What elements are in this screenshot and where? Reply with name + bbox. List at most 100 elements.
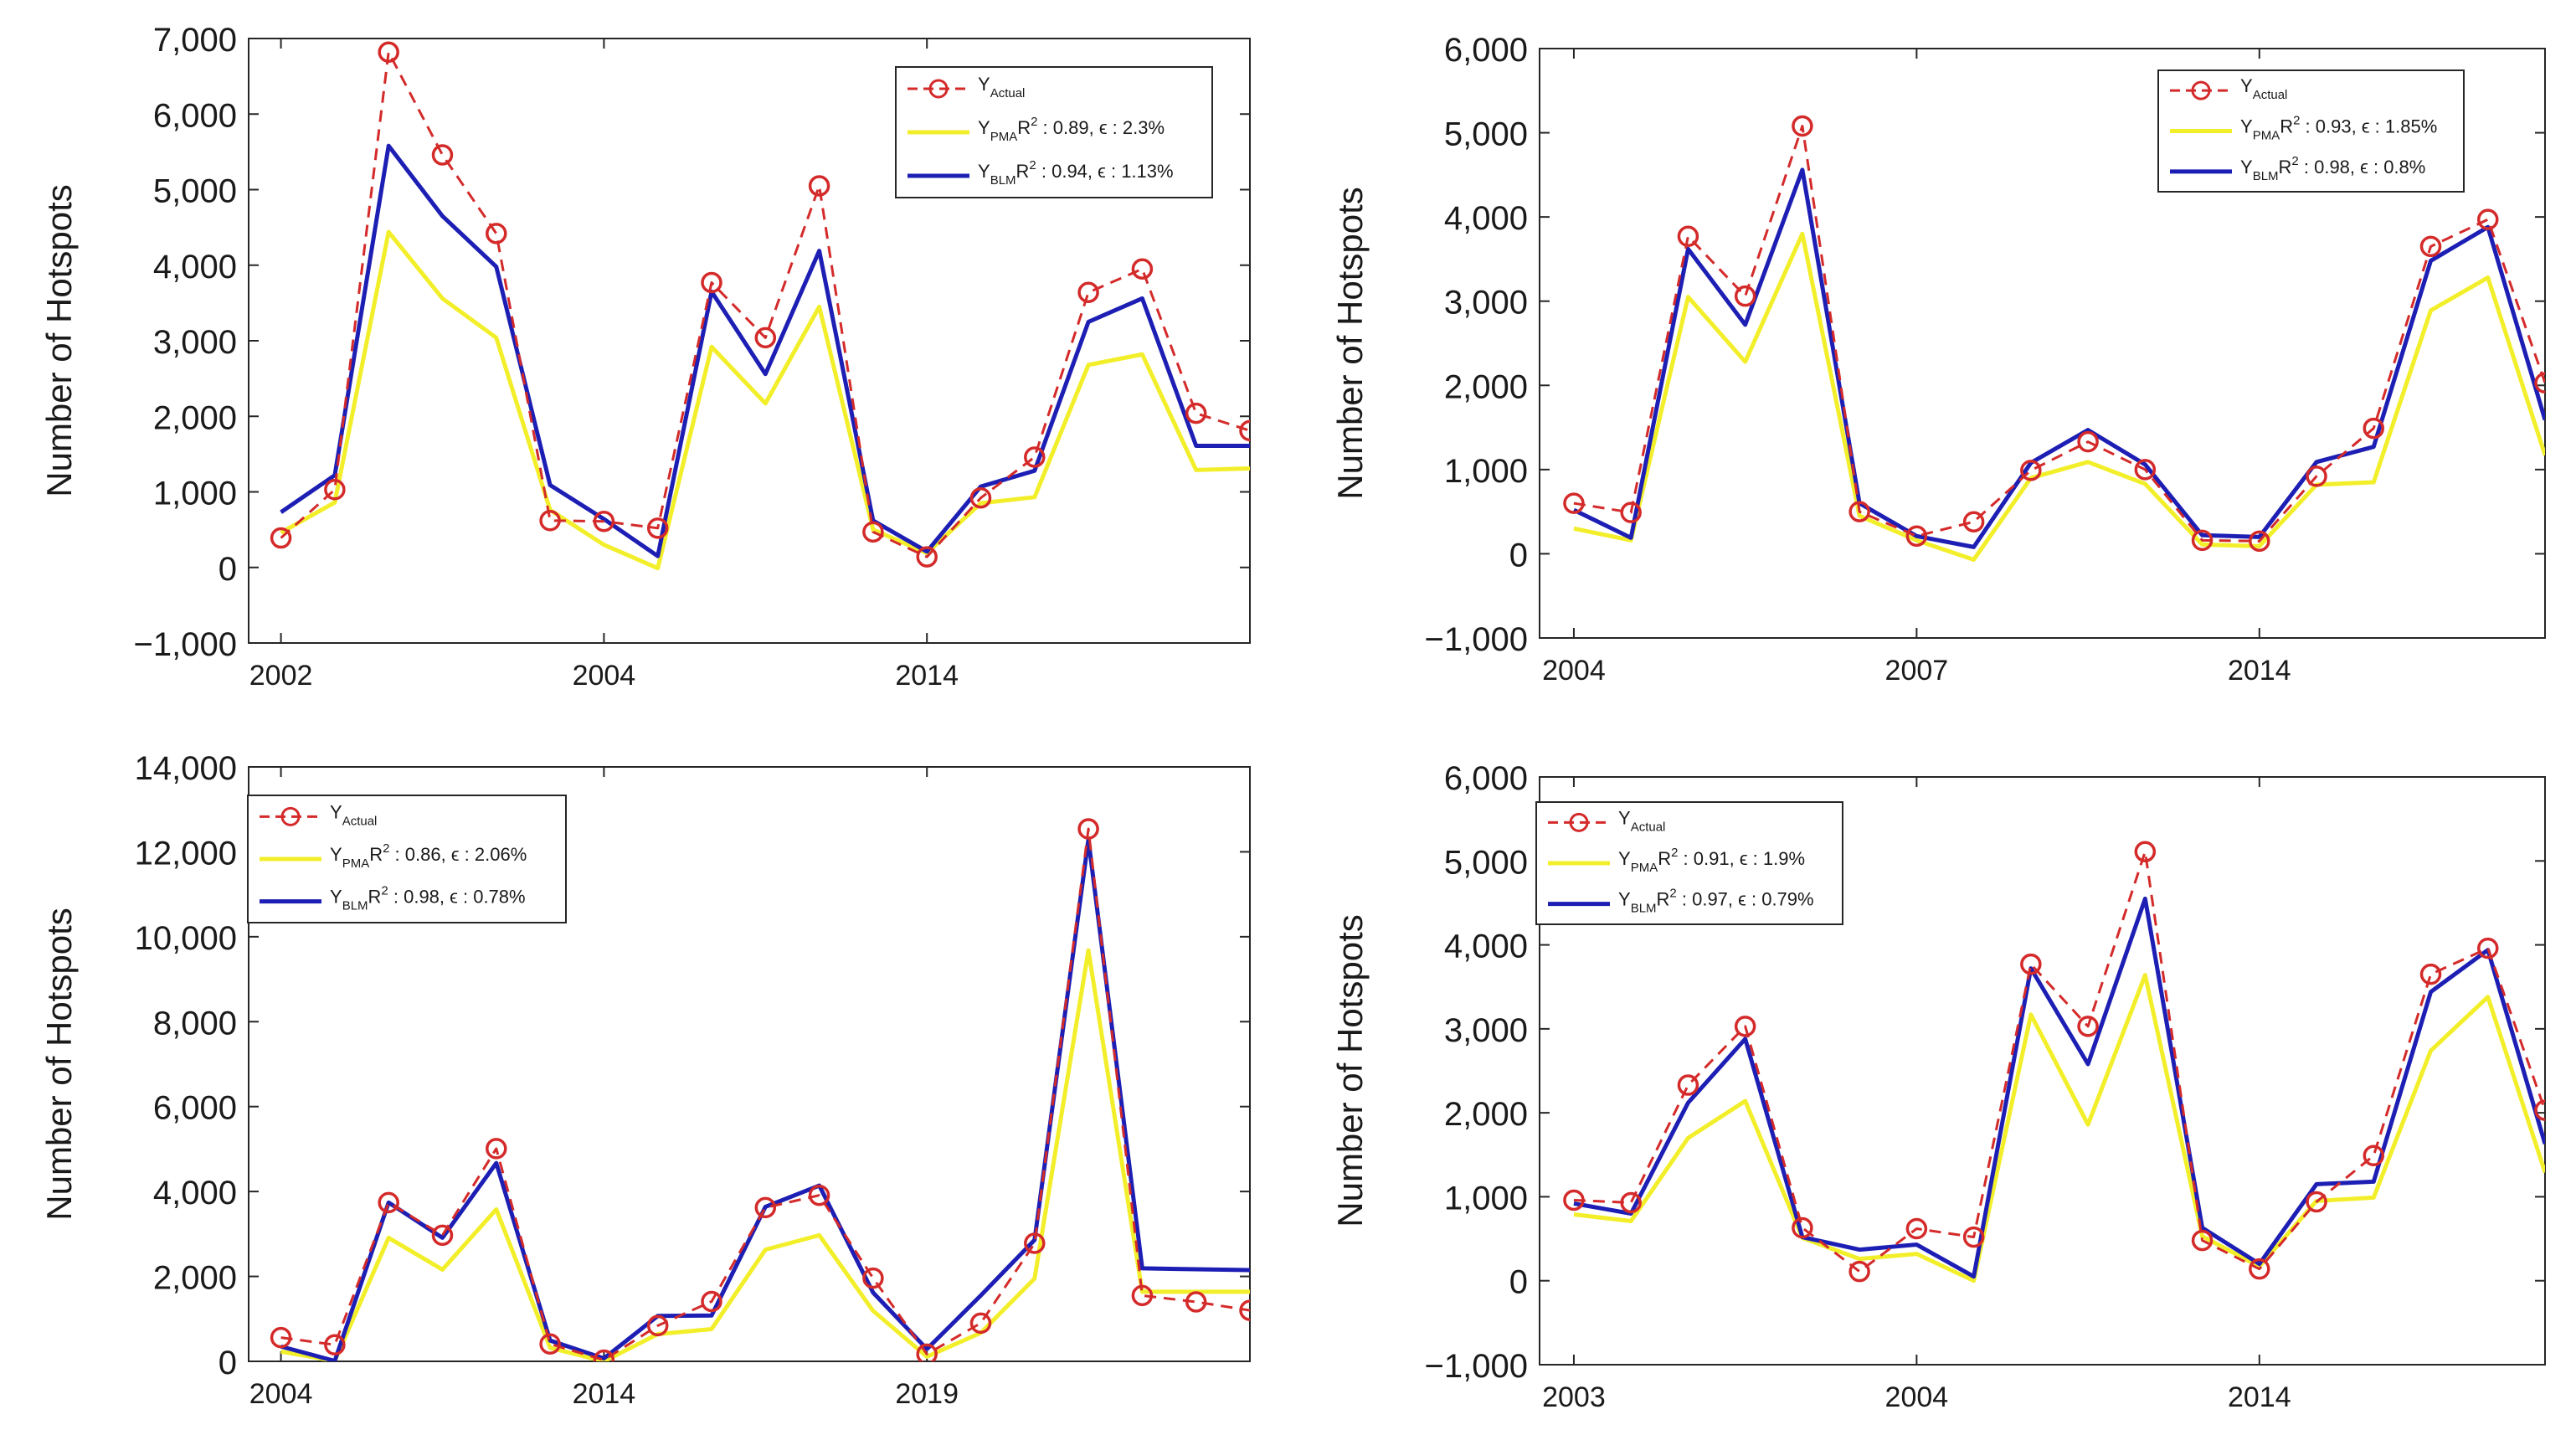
legend-label-pma: YPMAR2 : 0.93, ϵ : 1.85%	[2240, 114, 2437, 143]
data-point-actual	[1792, 115, 1813, 137]
x-tick-label: 2004	[249, 1378, 313, 1410]
x-tick-label: 2014	[573, 1378, 636, 1410]
legend-marker	[2191, 80, 2211, 100]
data-point-actual	[486, 1138, 507, 1160]
legend-label-blm: YBLMR2 : 0.98, ϵ : 0.8%	[2240, 154, 2425, 183]
series-line-actual	[280, 50, 1250, 558]
chart-panel-1: −1,000 0 1,000 2,000 3,000 4,000 5,000 6,000 7,0…	[39, 22, 1251, 692]
data-point-actual	[2077, 1016, 2099, 1037]
series-line-actual	[280, 827, 1250, 1361]
chart-panel-3: 0 2,000 4,000 6,000 8,000 10,000 12,000 14,000 2…	[39, 750, 1251, 1410]
y-tick-label: −1,000	[134, 626, 237, 663]
legend-label-blm: YBLMR2 : 0.98, ϵ : 0.78%	[330, 884, 526, 913]
y-axis-label: Number of Hotspots	[39, 184, 79, 497]
legend-label-actual: YActual	[2240, 75, 2287, 102]
y-tick-label: 8,000	[153, 1005, 237, 1042]
data-point-actual	[2249, 530, 2270, 553]
x-tick-label: 2014	[2228, 1381, 2291, 1413]
data-point-actual	[593, 1349, 615, 1361]
legend-label-pma: YPMAR2 : 0.89, ϵ : 2.3%	[978, 115, 1165, 144]
data-point-actual	[808, 1184, 830, 1206]
y-tick-label: 2,000	[1444, 368, 1528, 405]
y-axis-label: Number of Hotspots	[39, 908, 79, 1221]
data-point-actual	[1962, 511, 1985, 532]
data-point-actual	[324, 1334, 346, 1355]
y-tick-label: 3,000	[153, 324, 237, 361]
chart-panel-2: −1,000 0 1,000 2,000 3,000 4,000 5,000 6,000 200…	[1330, 32, 2546, 687]
data-point-actual	[969, 486, 992, 509]
y-tick-label: 14,000	[135, 750, 237, 787]
y-axis-label: Number of Hotspots	[1330, 187, 1370, 500]
legend-marker	[1569, 812, 1589, 832]
data-point-actual	[701, 271, 722, 294]
data-point-actual	[2419, 963, 2442, 985]
data-point-actual	[2477, 208, 2499, 230]
data-point-actual	[916, 1343, 938, 1361]
y-tick-label: 0	[1509, 1264, 1528, 1301]
series-line-actual	[1573, 125, 2545, 543]
data-point-actual	[808, 175, 830, 197]
data-point-actual	[378, 41, 399, 63]
data-point-actual	[431, 144, 454, 166]
data-point-actual	[1677, 1074, 1699, 1096]
data-point-actual	[969, 1312, 992, 1335]
y-tick-label: 6,000	[1444, 32, 1528, 69]
data-point-actual	[1848, 1260, 1870, 1283]
chart-panel-4: −1,000 0 1,000 2,000 3,000 4,000 5,000 6,000 200…	[1330, 760, 2546, 1413]
legend-label-actual: YActual	[1618, 807, 1665, 834]
data-point-actual	[2134, 841, 2157, 863]
legend-marker	[928, 79, 949, 99]
series-line-actual	[1573, 850, 2545, 1273]
data-point-actual	[2191, 1229, 2214, 1252]
y-tick-label: 4,000	[1444, 200, 1528, 237]
data-point-actual	[862, 1267, 884, 1289]
series-line-pma	[280, 948, 1250, 1361]
data-point-actual	[1024, 446, 1046, 468]
data-point-actual	[754, 1196, 777, 1219]
x-tick-label: 2019	[895, 1378, 959, 1410]
y-tick-label: 4,000	[153, 1175, 237, 1211]
y-tick-label: 2,000	[1444, 1096, 1528, 1133]
legend-label-actual: YActual	[330, 801, 377, 828]
data-point-actual	[1239, 419, 1250, 442]
x-tick-label: 2004	[1542, 655, 1606, 687]
data-point-actual	[2077, 430, 2099, 453]
data-point-actual	[1024, 1232, 1046, 1254]
data-point-actual	[1131, 258, 1154, 280]
y-tick-label: 6,000	[153, 97, 237, 134]
data-point-actual	[539, 510, 561, 532]
legend: YActual YPMAR2 : 0.86, ϵ : 2.06% YBLMR2 : …	[247, 795, 567, 923]
data-point-actual	[486, 223, 507, 244]
series-group	[1563, 115, 2545, 562]
data-point-actual	[2534, 372, 2545, 394]
data-point-actual	[1185, 402, 1207, 424]
data-point-actual	[2191, 529, 2214, 552]
y-tick-label: 4,000	[153, 249, 237, 285]
y-tick-label: 5,000	[1444, 844, 1528, 881]
y-tick-label: 0	[219, 551, 237, 588]
data-point-actual	[378, 1191, 399, 1214]
data-point-actual	[1563, 1189, 1585, 1211]
data-point-actual	[1905, 1217, 1928, 1240]
data-point-actual	[2477, 937, 2499, 959]
series-line-blm	[280, 143, 1250, 558]
y-tick-label: 6,000	[1444, 760, 1528, 797]
y-tick-label: 7,000	[153, 22, 237, 59]
data-point-actual	[2020, 953, 2042, 975]
data-point-actual	[916, 546, 938, 568]
data-point-actual	[2306, 466, 2327, 487]
data-point-actual	[324, 479, 346, 501]
x-tick-label: 2014	[2228, 655, 2291, 687]
y-tick-label: 0	[219, 1345, 237, 1381]
data-point-actual	[1077, 281, 1099, 303]
data-point-actual	[646, 517, 669, 539]
y-tick-label: 1,000	[153, 476, 237, 512]
data-point-actual	[1185, 1291, 1207, 1313]
data-point-actual	[1792, 1217, 1813, 1239]
data-point-actual	[2363, 1145, 2385, 1167]
legend-label-blm: YBLMR2 : 0.94, ϵ : 1.13%	[978, 158, 1174, 188]
x-tick-label: 2014	[895, 660, 959, 692]
y-tick-label: 10,000	[135, 920, 237, 957]
data-point-actual	[1131, 1284, 1154, 1307]
data-point-actual	[862, 521, 884, 543]
